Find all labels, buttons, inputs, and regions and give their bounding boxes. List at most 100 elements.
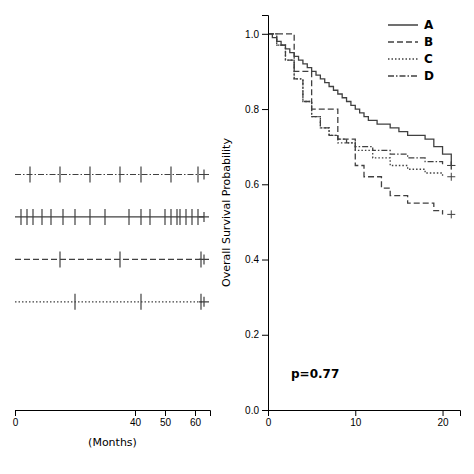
annotation: p=0.77 (291, 367, 339, 381)
chart-svg: 0 40 50 60 (Months) 0 10 20 0.0 0.2 0.4 0.6 0.8 1.0 Ov… (0, 0, 474, 474)
legend-entry: A (388, 18, 434, 32)
tick-mark (262, 34, 268, 35)
rug-tick (149, 209, 150, 225)
legend-swatch (388, 41, 418, 43)
rug-tick (59, 166, 60, 182)
tick-label: 50 (160, 417, 172, 428)
rug-tick (170, 166, 171, 182)
legend-swatch (388, 24, 418, 26)
tick: 0 (13, 410, 19, 428)
legend-label: D (424, 69, 434, 83)
tick-mark (443, 410, 444, 416)
rug-tick (185, 209, 186, 225)
rug-tick (62, 209, 63, 225)
rug-tick (179, 209, 180, 225)
plot-area (15, 166, 209, 309)
rug-row (15, 166, 209, 182)
tick-label: 0.4 (245, 254, 259, 265)
rug-baseline (15, 301, 204, 302)
tick-label: 40 (130, 417, 142, 428)
tick-mark (15, 410, 16, 416)
rug-tick (191, 209, 192, 225)
panel: 0 40 50 60 (Months) (13, 166, 211, 449)
tick-label: 20 (437, 417, 449, 428)
tick-mark (135, 410, 136, 416)
legend-label: C (424, 52, 433, 66)
censored-marker (199, 169, 209, 179)
tick: 20 (437, 410, 449, 428)
rug-baseline (15, 174, 204, 175)
rug-baseline (15, 216, 204, 217)
rug-tick (197, 209, 198, 225)
y-axis-label: Overall Survival Probability (220, 138, 233, 287)
censored-marker (447, 161, 455, 169)
survival-curve (268, 34, 443, 215)
survival-curve (268, 34, 443, 166)
legend-entry: D (388, 69, 434, 83)
rug-tick (164, 209, 165, 225)
tick-mark (262, 184, 268, 185)
tick-label: 0.0 (245, 405, 259, 416)
rug-row (15, 209, 209, 225)
y-axis-line (262, 16, 269, 411)
rug-tick (119, 166, 120, 182)
tick: 1.0 (245, 29, 268, 40)
tick-label: 0.2 (245, 329, 259, 340)
tick-label: 0 (266, 417, 272, 428)
censored-marker (199, 254, 209, 264)
censored-marker (447, 210, 455, 218)
tick-mark (195, 410, 196, 416)
rug-tick (119, 251, 120, 267)
tick: 0.0 (245, 405, 268, 416)
rug-tick (176, 209, 177, 225)
tick-mark (262, 109, 268, 110)
tick: 0.6 (245, 179, 268, 190)
tick-label: 0.8 (245, 104, 259, 115)
tick-mark (262, 335, 268, 336)
rug-tick (140, 209, 141, 225)
rug-tick (41, 209, 42, 225)
x-axis-line (16, 411, 211, 417)
panel: 0 10 20 0.0 0.2 0.4 0.6 0.8 1.0 Overall Survival … (220, 16, 461, 429)
tick-mark (165, 410, 166, 416)
censored-marker (199, 297, 209, 307)
tick-label: 0.6 (245, 179, 259, 190)
tick-label: 0 (13, 417, 19, 428)
rug-tick (32, 209, 33, 225)
chart-container: 0 40 50 60 (Months) 0 10 20 0.0 0.2 0.4 0.6 0.8 1.0 Ov… (0, 0, 474, 474)
legend-entry: B (388, 35, 433, 49)
y-axis: 0.0 0.2 0.4 0.6 0.8 1.0 (245, 16, 268, 416)
x-axis: 0 40 50 60 (13, 410, 211, 428)
tick-mark (262, 410, 268, 411)
rug-tick (89, 209, 90, 225)
censored-marker (447, 173, 455, 181)
rug-tick (26, 209, 27, 225)
rug-tick (89, 166, 90, 182)
rug-tick (59, 251, 60, 267)
rug-tick (140, 166, 141, 182)
x-axis-line (269, 411, 461, 417)
censored-marker (447, 161, 455, 169)
rug-baseline (15, 259, 204, 260)
rug-tick (29, 166, 30, 182)
rug-tick (128, 209, 129, 225)
rug-tick (197, 166, 198, 182)
tick-label: 1.0 (245, 29, 259, 40)
tick-label: 10 (350, 417, 362, 428)
legend-label: B (424, 35, 433, 49)
tick: 0.4 (245, 254, 268, 265)
survival-curve (268, 34, 443, 177)
plot-area (268, 34, 455, 219)
survival-curve (268, 34, 451, 166)
legend-entry: C (388, 52, 433, 66)
tick: 60 (190, 410, 202, 428)
legend-label: A (424, 18, 434, 32)
x-axis: 0 10 20 (266, 410, 461, 428)
rug-row (15, 251, 209, 267)
x-axis-label: (Months) (88, 436, 137, 449)
legend-swatch (388, 58, 418, 60)
tick: 50 (160, 410, 172, 428)
rug-tick (74, 209, 75, 225)
tick: 0.2 (245, 329, 268, 340)
tick-label: 60 (190, 417, 202, 428)
